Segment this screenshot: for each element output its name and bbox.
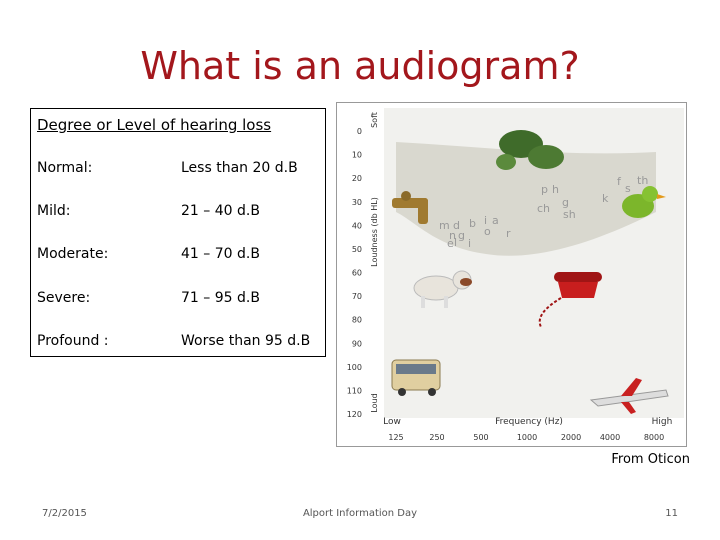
faucet-icon: [392, 191, 428, 224]
phoneme: n: [449, 229, 456, 242]
phoneme: g: [458, 229, 465, 242]
y-tick-label: 40: [352, 221, 362, 230]
high-label: High: [652, 417, 673, 427]
phoneme: a: [492, 214, 499, 227]
phoneme: r: [506, 227, 511, 240]
degree-label: Severe:: [37, 290, 91, 306]
footer-date: 7/2/2015: [42, 508, 87, 519]
y-tick-label: 80: [352, 316, 362, 325]
phoneme: o: [484, 225, 491, 238]
phoneme: ch: [537, 202, 550, 215]
speech-banana: [396, 142, 656, 256]
x-tick-label: 125: [388, 433, 403, 442]
tree-icon: [496, 130, 564, 170]
y-axis-title: Loudness (db HL): [370, 197, 379, 267]
phoneme: m: [439, 219, 450, 232]
x-tick-label: 4000: [600, 433, 620, 442]
telephone-icon: [538, 272, 602, 328]
degree-label: Moderate:: [37, 246, 109, 262]
x-tick-label: 2000: [561, 433, 581, 442]
x-tick-label: 1000: [517, 433, 537, 442]
airplane-icon: [589, 378, 669, 414]
phoneme: f: [617, 175, 622, 188]
phoneme: p: [541, 183, 548, 196]
dog-icon: [413, 270, 472, 308]
degree-label: Profound :: [37, 333, 109, 349]
phoneme: i: [468, 237, 471, 250]
degree-range: Worse than 95 d.B: [181, 333, 311, 349]
y-tick-label: 70: [352, 292, 362, 301]
y-tick-label: 30: [352, 198, 362, 207]
degree-range: 41 – 70 d.B: [181, 246, 260, 262]
footer-event: Alport Information Day: [302, 508, 418, 519]
y-tick-label: 60: [352, 269, 362, 278]
phoneme: d: [453, 219, 460, 232]
footer-page: 11: [665, 508, 678, 519]
y-tick-label: 110: [347, 386, 362, 395]
x-tick-label: 8000: [644, 433, 664, 442]
x-tick-label: 250: [429, 433, 444, 442]
y-tick-label: 90: [352, 339, 362, 348]
phoneme: k: [602, 192, 609, 205]
audiogram: 0 10 20 30 40 50 60 70 80 90 100 110 120 125 250 500 100…: [336, 102, 687, 447]
y-tick-label: 20: [352, 174, 362, 183]
degree-label: Mild:: [37, 203, 71, 219]
low-label: Low: [383, 417, 401, 427]
phoneme: i: [484, 214, 487, 227]
y-tick-label: 100: [347, 363, 362, 372]
y-tick-label: 120: [347, 410, 362, 419]
phoneme: s: [625, 182, 631, 195]
y-tick-label: 0: [357, 127, 362, 136]
x-tick-label: 500: [473, 433, 488, 442]
phoneme: sh: [563, 208, 576, 221]
x-axis-title: Frequency (Hz): [495, 417, 563, 427]
phoneme: th: [637, 174, 648, 187]
bus-icon: [391, 359, 441, 396]
phoneme: e: [447, 237, 454, 250]
degree-range: Less than 20 d.B: [181, 160, 298, 176]
loud-label: Loud: [370, 393, 379, 412]
phoneme: g: [562, 196, 569, 209]
phoneme: b: [469, 217, 476, 230]
phoneme: l: [454, 236, 457, 249]
image-credit: From Oticon: [611, 452, 690, 467]
slide-title: What is an audiogram?: [140, 44, 580, 88]
phoneme: h: [552, 183, 559, 196]
y-tick-label: 50: [352, 245, 362, 254]
degree-range: 21 – 40 d.B: [181, 203, 260, 219]
degree-label: Normal:: [37, 160, 93, 176]
soft-label: Soft: [370, 112, 379, 128]
degree-range: 71 – 95 d.B: [181, 290, 260, 306]
table-header: Degree or Level of hearing loss: [37, 116, 272, 134]
y-tick-label: 10: [352, 151, 362, 160]
hearing-loss-table: Degree or Level of hearing loss Normal: L…: [30, 108, 326, 357]
bird-icon: [622, 186, 666, 218]
